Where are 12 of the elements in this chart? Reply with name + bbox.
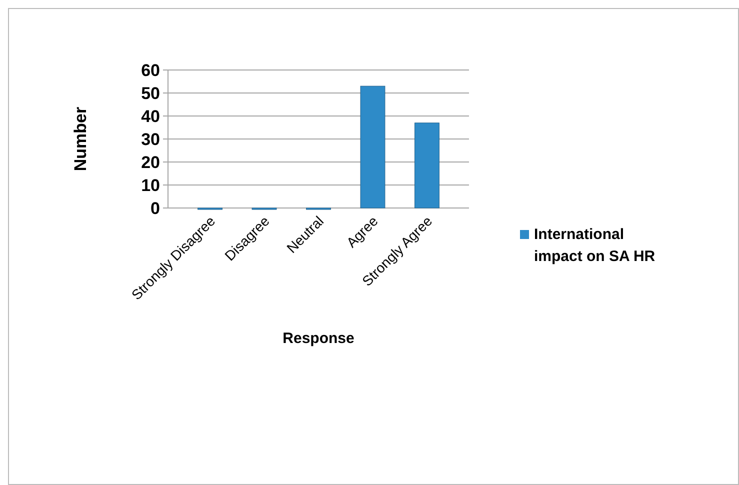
y-tick-label: 40 — [141, 106, 160, 126]
y-tick-label: 50 — [141, 84, 160, 103]
y-tick-label: 0 — [150, 198, 160, 218]
x-axis-title: Response — [282, 330, 354, 347]
y-tick-label: 30 — [141, 130, 160, 149]
bar — [360, 86, 386, 208]
y-tick-label: 10 — [141, 176, 160, 195]
y-tick-label: 20 — [141, 152, 160, 172]
y-axis-title: Number — [71, 106, 90, 172]
bar — [414, 122, 440, 208]
legend-label: International impact on SA HR — [534, 226, 656, 265]
y-tick-label: 60 — [141, 60, 160, 80]
